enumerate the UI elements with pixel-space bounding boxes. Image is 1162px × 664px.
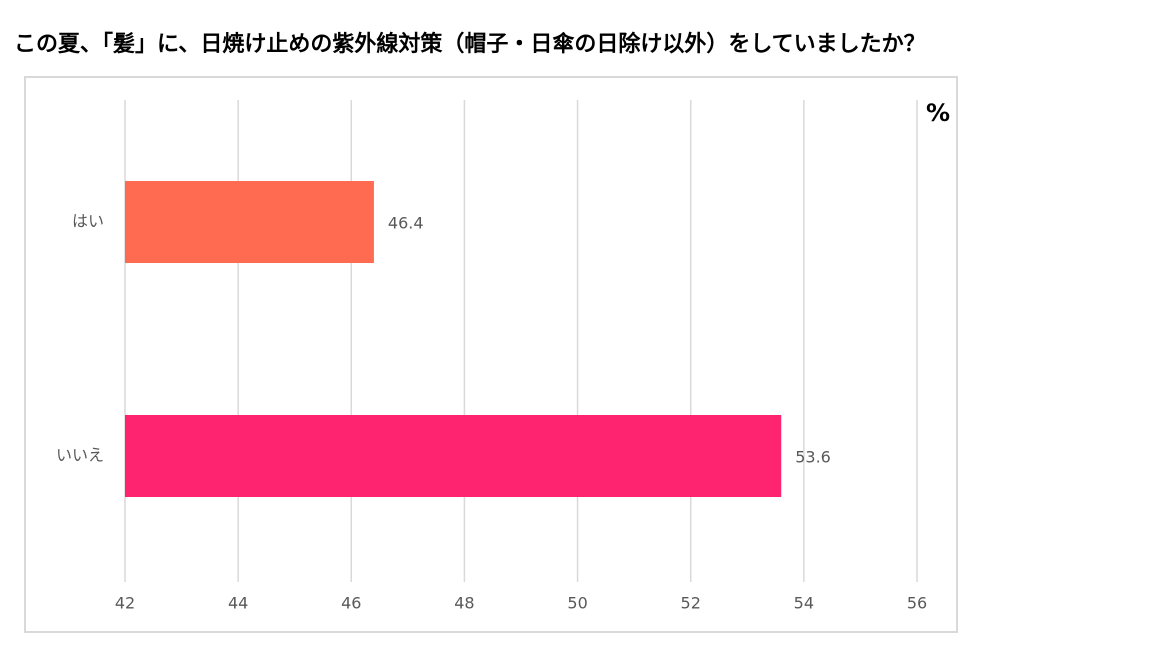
y-tick-label: いいえ xyxy=(56,446,104,465)
x-tick-label: 48 xyxy=(454,594,474,613)
x-tick-label: 54 xyxy=(794,594,814,613)
x-tick-label: 50 xyxy=(567,594,587,613)
data-label: 46.4 xyxy=(388,214,424,233)
plot-frame xyxy=(24,76,958,633)
bar xyxy=(125,415,782,497)
x-tick-label: 52 xyxy=(681,594,701,613)
x-tick-label: 44 xyxy=(228,594,248,613)
data-label: 53.6 xyxy=(795,448,831,467)
y-tick-label: はい xyxy=(72,212,104,231)
x-tick-label: 42 xyxy=(115,594,135,613)
x-tick-label: 56 xyxy=(907,594,927,613)
unit-label: % xyxy=(926,99,950,127)
chart-title: この夏、「髪」に、日焼け止めの紫外線対策（帽子・日傘の日除け以外）をしていました… xyxy=(14,31,926,57)
x-tick-label: 46 xyxy=(341,594,361,613)
bar xyxy=(125,181,374,263)
